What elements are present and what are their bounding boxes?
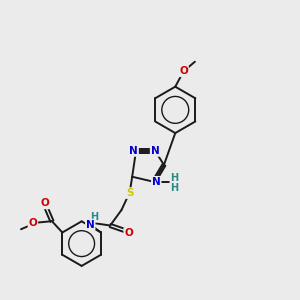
Text: N: N <box>152 177 161 187</box>
Text: O: O <box>179 66 188 76</box>
Text: N: N <box>129 146 138 156</box>
Text: H: H <box>90 212 98 222</box>
Text: H: H <box>171 183 179 193</box>
Text: O: O <box>41 198 50 208</box>
Text: O: O <box>124 228 133 238</box>
Text: S: S <box>126 188 134 198</box>
Text: H: H <box>171 173 179 183</box>
Text: N: N <box>151 146 159 156</box>
Text: N: N <box>86 220 94 230</box>
Text: O: O <box>28 218 37 228</box>
